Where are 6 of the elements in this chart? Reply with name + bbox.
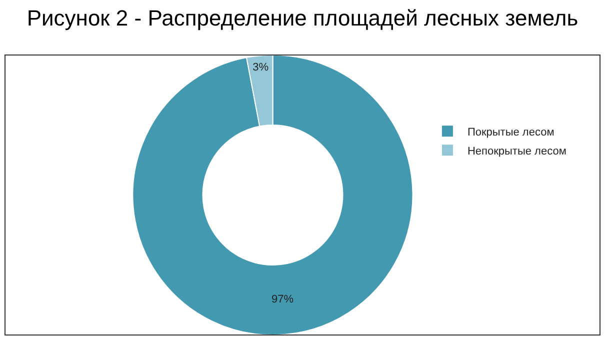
legend-label: Непокрытые лесом [467,145,566,158]
donut-slice [132,54,414,336]
data-label: 3% [252,62,269,74]
data-label: 97% [272,294,294,306]
chart-title: Рисунок 2 - Распределение площадей лесных земель [26,6,578,31]
legend-label: Покрытые лесом [467,126,554,138]
